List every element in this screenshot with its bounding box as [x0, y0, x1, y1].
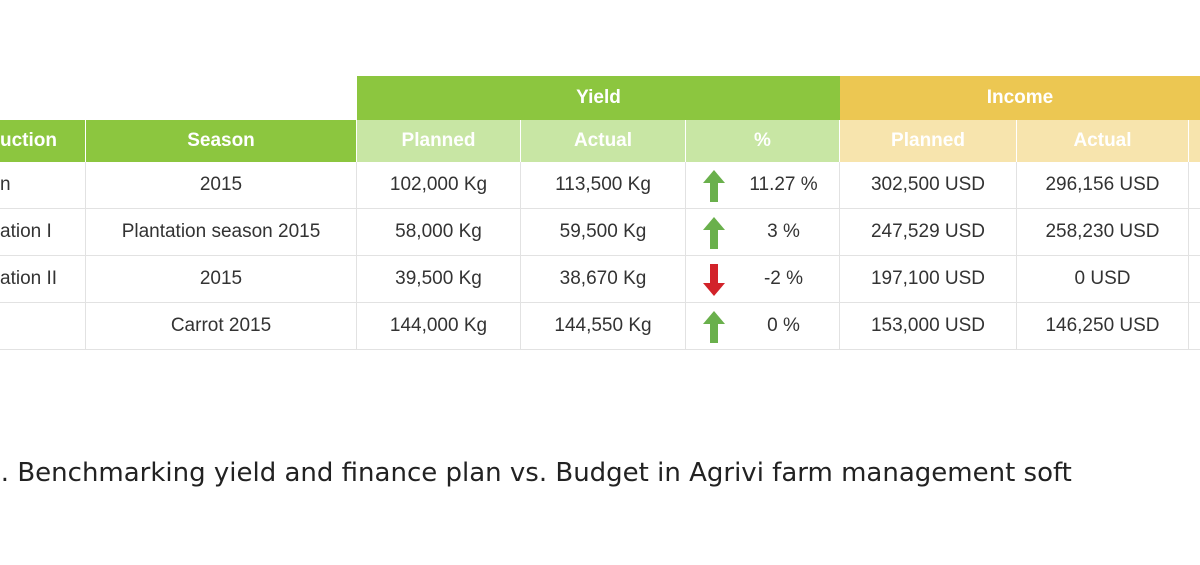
yield-actual-cell: 113,500 Kg — [521, 162, 686, 209]
yield-actual-cell: 38,670 Kg — [521, 256, 686, 303]
income-planned-cell: 302,500 USD — [840, 162, 1017, 209]
income-extra-cell — [1189, 209, 1200, 256]
yield-planned-cell: 144,000 Kg — [357, 303, 521, 350]
production-cell: ation II — [0, 256, 86, 303]
income-planned-column-header: Planned — [840, 120, 1017, 162]
yield-percent-cell: 11.27 % — [686, 162, 840, 209]
yield-planned-cell: 102,000 Kg — [357, 162, 521, 209]
arrow-down-icon — [703, 264, 725, 296]
income-actual-cell: 258,230 USD — [1017, 209, 1189, 256]
yield-planned-cell: 39,500 Kg — [357, 256, 521, 303]
season-cell: 2015 — [86, 162, 357, 209]
income-actual-cell: 296,156 USD — [1017, 162, 1189, 209]
income-extra-cell — [1189, 162, 1200, 209]
yield-planned-cell: 58,000 Kg — [357, 209, 521, 256]
income-planned-cell: 197,100 USD — [840, 256, 1017, 303]
season-cell: Carrot 2015 — [86, 303, 357, 350]
arrow-up-icon — [703, 217, 725, 249]
yield-percent-cell: 0 % — [686, 303, 840, 350]
yield-percent-value: 3 % — [767, 221, 800, 242]
yield-percent-value: -2 % — [763, 268, 804, 289]
production-cell — [0, 303, 86, 350]
income-actual-column-header: Actual — [1017, 120, 1189, 162]
yield-percent-cell: -2 % — [686, 256, 840, 303]
income-group-header: Income — [840, 76, 1200, 120]
arrow-up-icon — [703, 170, 725, 202]
yield-percent-column-header: % — [686, 120, 840, 162]
arrow-up-icon — [703, 311, 725, 343]
yield-group-header: Yield — [357, 76, 840, 120]
income-extra-cell — [1189, 303, 1200, 350]
income-extra-cell — [1189, 256, 1200, 303]
yield-percent-value: 0 % — [767, 315, 800, 336]
figure-caption: e 2. Benchmarking yield and finance plan… — [0, 458, 1072, 488]
income-actual-cell: 146,250 USD — [1017, 303, 1189, 350]
production-cell: ation I — [0, 209, 86, 256]
income-actual-cell: 0 USD — [1017, 256, 1189, 303]
yield-actual-column-header: Actual — [521, 120, 686, 162]
season-cell: Plantation season 2015 — [86, 209, 357, 256]
season-column-header: Season — [86, 120, 357, 162]
yield-actual-cell: 144,550 Kg — [521, 303, 686, 350]
production-cell: n — [0, 162, 86, 209]
income-planned-cell: 153,000 USD — [840, 303, 1017, 350]
yield-percent-value: 11.27 % — [749, 174, 818, 195]
production-column-header: uction — [0, 120, 86, 162]
yield-percent-cell: 3 % — [686, 209, 840, 256]
yield-planned-column-header: Planned — [357, 120, 521, 162]
income-planned-cell: 247,529 USD — [840, 209, 1017, 256]
yield-actual-cell: 59,500 Kg — [521, 209, 686, 256]
income-extra-column-header — [1189, 120, 1200, 162]
season-cell: 2015 — [86, 256, 357, 303]
